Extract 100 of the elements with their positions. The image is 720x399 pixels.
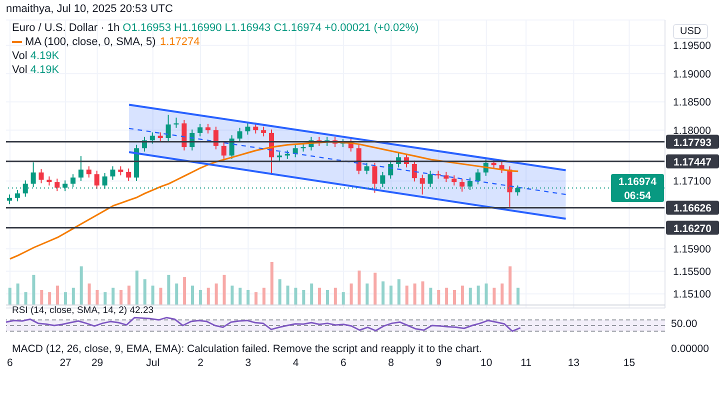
candlestick	[126, 168, 132, 182]
y-axis-title: USD	[680, 26, 702, 37]
bar	[270, 262, 274, 305]
bar	[183, 277, 186, 305]
bar	[286, 286, 290, 305]
bar	[214, 284, 218, 305]
bar	[342, 292, 345, 305]
bar	[135, 270, 138, 305]
candlestick	[245, 122, 250, 136]
bar	[374, 272, 377, 305]
annotation: Vol 4.19K	[12, 50, 60, 62]
bar	[492, 288, 496, 305]
chart-subtitle: O1.16953 H1.16990 L1.16943 C1.16974 +0.00021 (+0.02%)	[122, 22, 419, 34]
candlestick	[14, 189, 20, 202]
bar	[397, 279, 400, 305]
bar	[326, 290, 329, 305]
x-tick-label: Jul	[146, 357, 160, 369]
x-tick-label: 13	[568, 357, 580, 369]
bar	[112, 288, 115, 305]
bar	[318, 288, 322, 305]
bar	[127, 286, 130, 305]
bar	[437, 290, 440, 305]
bar	[230, 286, 234, 305]
candlestick	[54, 178, 60, 192]
candlestick	[94, 170, 100, 190]
ref-line-label: 1.17447	[674, 156, 712, 168]
candlestick	[364, 162, 370, 175]
candlestick	[356, 144, 362, 175]
bar	[175, 284, 178, 305]
annotation: 1.17274	[160, 36, 200, 48]
candlestick	[460, 178, 465, 192]
bar	[88, 284, 91, 305]
bar	[8, 288, 12, 305]
x-tick-label: 3	[245, 357, 252, 369]
candlestick	[428, 170, 433, 188]
bar	[484, 284, 488, 305]
x-tick-label: 6	[340, 357, 347, 369]
bar	[358, 270, 361, 305]
candlestick	[166, 114, 171, 142]
bar	[429, 288, 432, 305]
y-tick-label: 1.18000	[673, 124, 712, 137]
y-tick-label: 1.15500	[673, 266, 712, 278]
bar	[151, 286, 154, 305]
bar	[159, 288, 162, 305]
bar	[48, 292, 52, 305]
ref-line-label: 1.16626	[674, 202, 712, 215]
bar	[508, 266, 512, 305]
bar	[468, 288, 472, 305]
bar	[334, 288, 337, 305]
candlestick	[221, 142, 226, 160]
bar	[476, 286, 480, 305]
candlestick	[420, 174, 425, 195]
candlestick	[198, 123, 203, 137]
bar	[80, 266, 83, 305]
ref-line-label: 1.17793	[674, 136, 712, 149]
text: MACD (12, 26, close, 9, EMA, EMA): Calculation failed. Remove the script and reapply it to the chart.	[12, 343, 482, 355]
bar	[262, 288, 266, 305]
bar	[40, 290, 44, 305]
chart-title: Euro / U.S. Dollar · 1h	[12, 22, 120, 34]
text: nmaithya, Jul 10, 2025 20:53 UTC	[6, 3, 173, 15]
text: 0.00000	[671, 343, 709, 355]
chart-title: RSI (14, close, SMA, 14, 2) 42.23	[12, 305, 154, 316]
candlestick	[412, 160, 417, 182]
bar	[222, 274, 226, 305]
bar	[96, 290, 99, 305]
candlestick	[253, 122, 258, 134]
x-tick-label: 11	[520, 357, 532, 369]
bar	[460, 286, 464, 305]
bar	[120, 290, 123, 305]
bar	[246, 290, 250, 305]
candlestick	[261, 126, 266, 137]
x-tick-label: 27	[60, 357, 72, 369]
candlestick	[380, 171, 386, 188]
bar	[72, 288, 75, 305]
candlestick	[150, 132, 155, 144]
bar	[350, 284, 353, 305]
candlestick	[86, 166, 92, 178]
bar	[254, 292, 258, 305]
x-tick-label: 8	[388, 357, 394, 369]
y-tick-label: 1.19000	[673, 68, 712, 80]
y-tick-label: 1.18500	[673, 96, 712, 109]
ref-line-label: 1.16974 06:54	[618, 176, 657, 202]
candlestick	[38, 168, 44, 184]
bar	[64, 292, 67, 305]
y-tick-label: 1.15900	[673, 243, 712, 256]
bar	[32, 274, 36, 305]
bar	[516, 288, 520, 305]
x-tick-label: 9	[436, 357, 442, 369]
x-tick-label: 6	[7, 357, 14, 369]
bar	[302, 290, 306, 305]
candlestick	[110, 166, 116, 180]
bar	[167, 274, 170, 305]
legend-label: MA (100, close, 0, SMA, 5)	[25, 36, 156, 48]
bar	[190, 286, 194, 305]
bar	[104, 292, 107, 305]
x-tick-label: 15	[623, 357, 636, 369]
bar	[310, 284, 314, 305]
candlestick	[118, 166, 124, 176]
bar	[238, 288, 242, 305]
bar	[421, 281, 424, 305]
